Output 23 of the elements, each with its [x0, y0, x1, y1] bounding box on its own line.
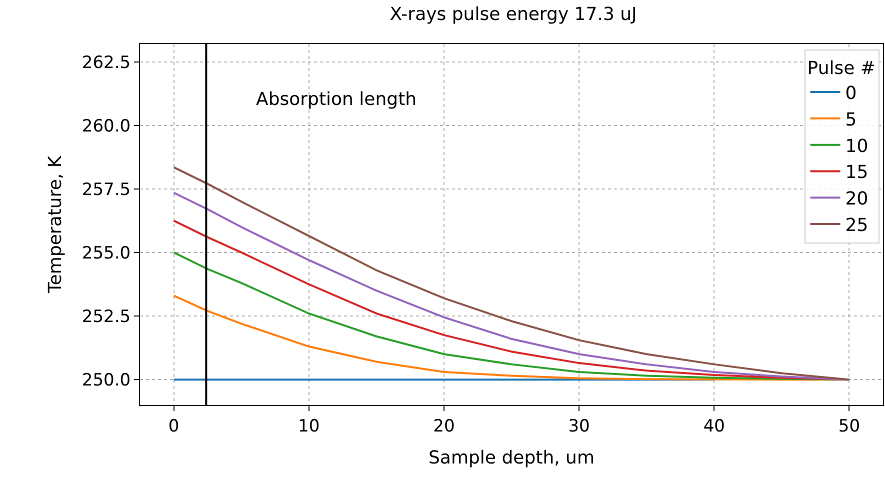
- x-tick-label: 30: [568, 416, 590, 436]
- x-tick-label: 20: [433, 416, 455, 436]
- y-tick-label: 262.5: [82, 52, 131, 73]
- legend-title: Pulse #: [807, 58, 876, 79]
- y-tick-label: 255.0: [82, 243, 131, 264]
- x-axis-title: Sample depth, um: [428, 448, 594, 468]
- x-tick-label: 10: [298, 416, 320, 436]
- legend-label: 10: [845, 136, 868, 157]
- legend-label: 25: [845, 215, 868, 236]
- chart-title: X-rays pulse energy 17.3 uJ: [390, 4, 637, 25]
- ref-line-label: Absorption length: [256, 89, 417, 110]
- y-tick-label: 257.5: [82, 180, 131, 200]
- legend-label: 15: [845, 162, 868, 184]
- y-tick-label: 250.0: [82, 370, 131, 391]
- legend-label: 0: [845, 83, 857, 104]
- y-tick-label: 260.0: [82, 116, 131, 136]
- y-axis-title: Temperature, K: [45, 154, 66, 294]
- x-tick-label: 40: [703, 416, 725, 436]
- legend-label: 20: [845, 188, 868, 210]
- x-tick-label: 50: [838, 416, 860, 436]
- x-tick-label: 0: [168, 416, 180, 436]
- y-tick-label: 252.5: [82, 306, 131, 327]
- legend-label: 5: [845, 109, 857, 130]
